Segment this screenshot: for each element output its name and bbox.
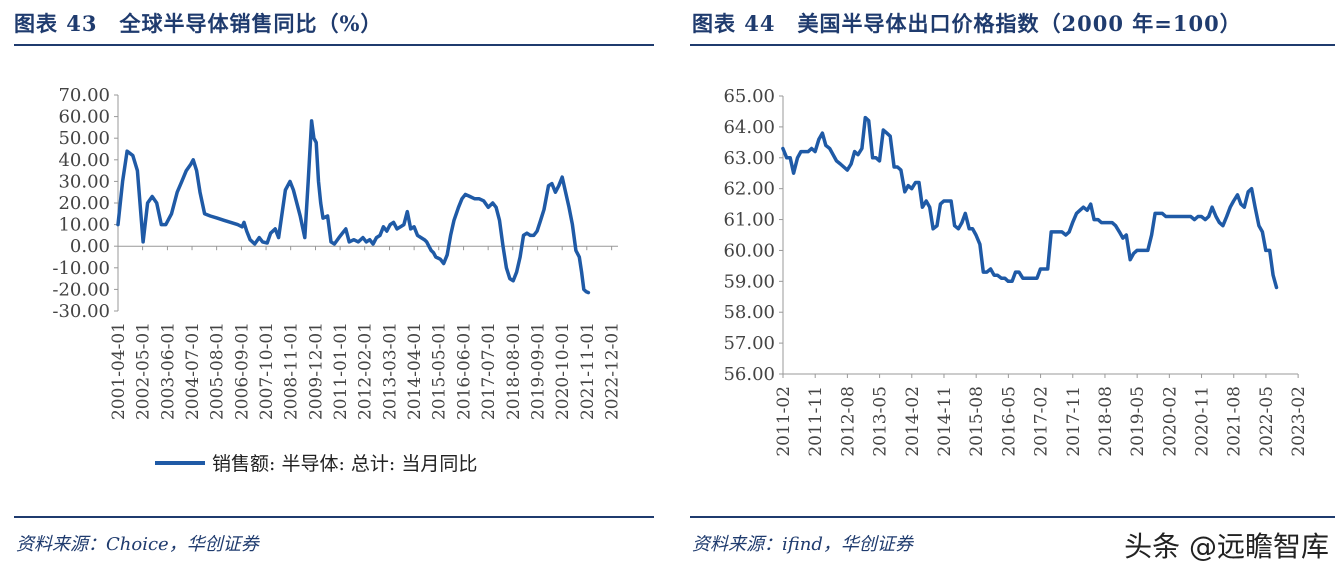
right-title-rule <box>690 44 1335 46</box>
right-x-tick-label: 2017-02 <box>1032 386 1052 457</box>
left-chart: 70.0060.0050.0040.0030.0020.0010.000.00-… <box>52 85 623 475</box>
right-y-tick-label: 64.00 <box>723 117 775 138</box>
left-x-tick-label: 2009-12-01 <box>306 322 326 420</box>
right-x-tick-label: 2022-05 <box>1257 386 1277 457</box>
left-x-tick-label: 2008-11-01 <box>282 322 302 420</box>
left-x-tick-label: 2022-12-01 <box>603 322 623 420</box>
left-figure-title: 图表 43 全球半导体销售同比（%） <box>14 11 383 36</box>
left-legend-label: 销售额: 半导体: 总计: 当月同比 <box>212 453 477 475</box>
right-x-tick-label: 2012-08 <box>838 386 858 457</box>
right-x-tick-label: 2016-05 <box>999 386 1019 457</box>
right-x-tick-label: 2018-08 <box>1096 386 1116 457</box>
right-x-tick-label: 2015-08 <box>967 386 987 457</box>
watermark: 头条 @远瞻智库 <box>1124 530 1329 563</box>
left-x-tick-label: 2003-06-01 <box>158 322 178 420</box>
right-x-tick-label: 2020-02 <box>1160 386 1180 457</box>
right-x-tick-label: 2013-05 <box>871 386 891 457</box>
left-y-tick-label: 70.00 <box>58 85 110 106</box>
left-y-tick-label: 0.00 <box>70 236 110 257</box>
left-x-tick-label: 2015-05-01 <box>430 322 450 420</box>
left-y-tick-label: 50.00 <box>58 128 110 149</box>
left-x-tick-label: 2007-10-01 <box>257 322 277 420</box>
right-x-tick-label: 2011-02 <box>774 386 794 457</box>
left-x-tick-label: 2020-10-01 <box>553 322 573 420</box>
left-y-tick-label: -10.00 <box>52 258 110 279</box>
right-y-tick-label: 56.00 <box>723 364 775 385</box>
left-x-tick-label: 2002-05-01 <box>134 322 154 420</box>
right-y-tick-label: 58.00 <box>723 302 775 323</box>
right-y-tick-label: 65.00 <box>723 86 775 107</box>
right-figure: 图表 44 美国半导体出口价格指数（2000 年=100） 65.00 64.00… <box>688 0 1343 573</box>
right-source-note: 资料来源：ifind，华创证券 <box>692 534 913 555</box>
left-x-tick-label: 2013-03-01 <box>381 322 401 420</box>
right-x-tick-label: 2017-11 <box>1064 386 1084 457</box>
right-x-tick-label: 2014-11 <box>935 386 955 457</box>
right-x-tick-label: 2014-02 <box>903 386 923 457</box>
right-figure-title: 图表 44 美国半导体出口价格指数（2000 年=100） <box>692 11 1242 36</box>
left-y-tick-label: 40.00 <box>58 150 110 171</box>
left-y-tick-label: 20.00 <box>58 193 110 214</box>
left-x-tick-label: 2011-01-01 <box>331 322 351 420</box>
right-footer-rule <box>690 516 1335 518</box>
left-x-tick-label: 2005-08-01 <box>208 322 228 420</box>
right-y-tick-label: 59.00 <box>723 271 775 292</box>
right-y-tick-label: 60.00 <box>723 240 775 261</box>
left-x-tick-label: 2021-11-01 <box>578 322 598 420</box>
left-y-tick-label: 10.00 <box>58 215 110 236</box>
right-series-line <box>781 115 1279 290</box>
left-source-note: 资料来源：Choice，华创证券 <box>16 534 259 555</box>
right-y-tick-label: 57.00 <box>723 333 775 354</box>
left-y-tick-label: 30.00 <box>58 171 110 192</box>
left-x-tick-label: 2014-04-01 <box>405 322 425 420</box>
left-x-tick-label: 2017-07-01 <box>479 322 499 420</box>
right-chart: 65.00 64.00 63.00 62.00 61.00 60.00 59.00 58.00… <box>723 86 1309 457</box>
left-y-tick-label: -30.00 <box>52 301 110 322</box>
left-x-tick-label: 2001-04-01 <box>109 322 129 420</box>
right-x-tick-label: 2020-11 <box>1193 386 1213 457</box>
right-x-tick-label: 2023-02 <box>1289 386 1309 457</box>
right-y-tick-label: 63.00 <box>723 148 775 169</box>
left-footer-rule <box>14 516 654 518</box>
right-x-tick-label: 2021-08 <box>1225 386 1245 457</box>
left-y-tick-label: -20.00 <box>52 279 110 300</box>
left-title-rule <box>14 44 654 46</box>
left-x-tick-label: 2016-06-01 <box>455 322 475 420</box>
left-x-tick-label: 2019-09-01 <box>529 322 549 420</box>
right-y-tick-label: 62.00 <box>723 179 775 200</box>
left-y-tick-label: 60.00 <box>58 107 110 128</box>
left-figure: 图表 43 全球半导体销售同比（%） 70.00 60.00 50.00 40.00 3… <box>0 0 660 573</box>
left-x-tick-label: 2018-08-01 <box>504 322 524 420</box>
left-series-line <box>116 119 591 295</box>
left-x-tick-label: 2012-02-01 <box>356 322 376 420</box>
left-x-tick-label: 2004-07-01 <box>183 322 203 420</box>
right-x-tick-label: 2011-11 <box>806 386 826 457</box>
right-x-tick-label: 2019-05 <box>1128 386 1148 457</box>
right-y-tick-label: 61.00 <box>723 210 775 231</box>
left-x-tick-label: 2006-09-01 <box>232 322 252 420</box>
